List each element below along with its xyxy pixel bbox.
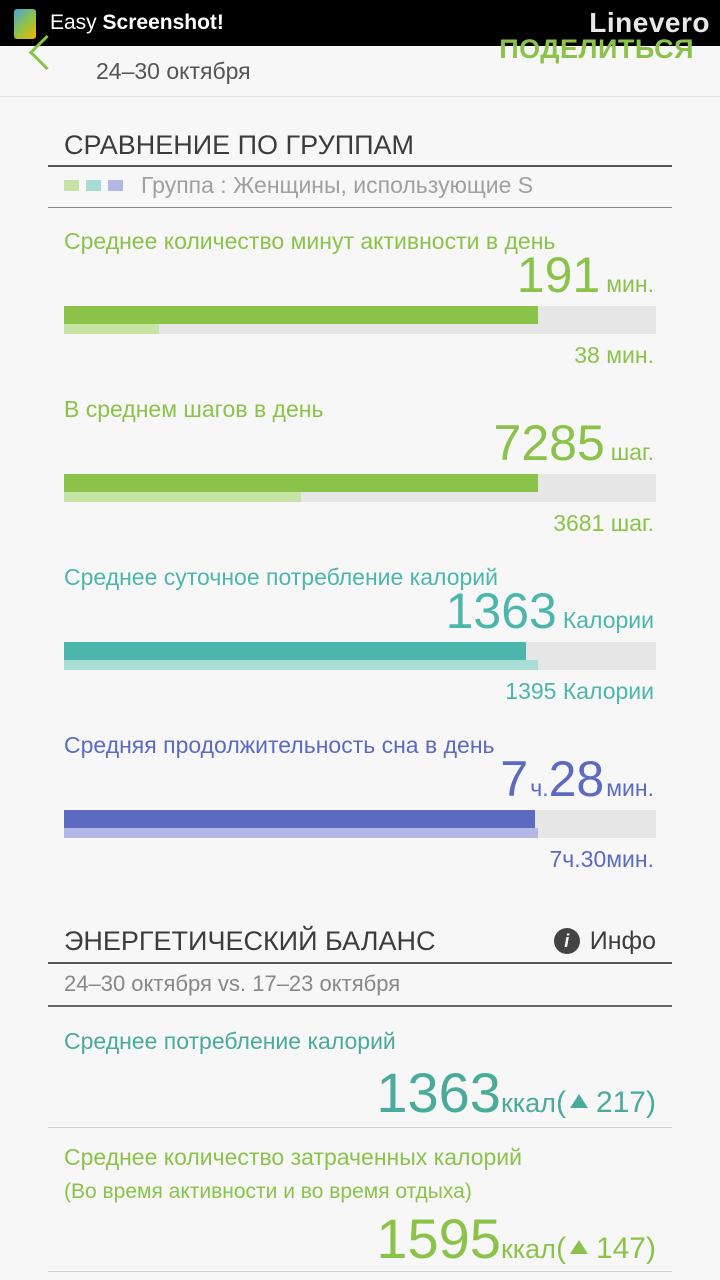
legend-divider: [48, 207, 672, 208]
group-average-value: 38 мин.: [574, 342, 654, 368]
item-divider: [48, 1127, 672, 1128]
increase-triangle-icon: [569, 1094, 588, 1108]
group-bar: [64, 492, 301, 502]
metric-label: Средняя продолжительность сна в день: [64, 732, 495, 758]
user-bar: [64, 306, 538, 324]
info-icon: i: [553, 928, 580, 954]
item-divider: [48, 1271, 672, 1272]
metric-label: В среднем шагов в день: [64, 396, 324, 422]
legend-swatch-sleep: [108, 180, 123, 191]
energy-value: 1595ккал(147): [376, 1207, 656, 1270]
comparison-bar: [64, 642, 656, 670]
user-bar: [64, 810, 535, 828]
group-bar: [64, 660, 538, 670]
increase-triangle-icon: [569, 1240, 588, 1254]
section-divider: [48, 165, 672, 167]
metric-value: 7285 шаг.: [493, 415, 654, 471]
metric-value: 1363 Калории: [445, 583, 654, 639]
group-bar: [64, 324, 159, 334]
comparison-bar: [64, 810, 656, 838]
energy-label: Среднее потребление калорий: [64, 1028, 396, 1054]
status-bar: Easy Screenshot! Linevero: [0, 0, 720, 46]
group-average-value: 1395 Калории: [505, 678, 654, 704]
metric-label: Среднее суточное потребление калорий: [64, 564, 499, 590]
group-legend: Группа : Женщины, использующие S: [64, 172, 674, 202]
metric-value: 7ч.28мин.: [500, 751, 654, 807]
header-date-range: 24–30 октября: [96, 58, 251, 84]
brand-logo: Linevero: [589, 7, 710, 38]
comparison-date-range: 24–30 октября vs. 17–23 октября: [64, 971, 401, 996]
legend-swatch-calories: [86, 180, 101, 191]
legend-text: Группа : Женщины, использующие S: [141, 172, 534, 198]
metric-value: 191 мин.: [516, 247, 654, 303]
energy-label: Среднее количество затраченных калорий: [64, 1144, 522, 1170]
info-button[interactable]: i Инфо: [553, 927, 656, 956]
comparison-bar: [64, 306, 656, 334]
group-bar: [64, 828, 538, 838]
energy-sublabel: (Во время активности и во время отдыха): [64, 1180, 472, 1203]
group-average-value: 7ч.30мин.: [549, 846, 655, 872]
energy-balance-title: ЭНЕРГЕТИЧЕСКИЙ БАЛАНС: [64, 926, 436, 956]
group-average-value: 3681 шаг.: [553, 510, 654, 536]
app-name: Easy Screenshot!: [50, 11, 224, 34]
share-button[interactable]: ПОДЕЛИТЬСЯ: [499, 34, 694, 64]
info-label: Инфо: [589, 927, 656, 955]
user-bar: [64, 474, 538, 492]
energy-value: 1363ккал(217): [376, 1061, 656, 1124]
group-comparison-title: СРАВНЕНИЕ ПО ГРУППАМ: [64, 130, 415, 160]
user-bar: [64, 642, 526, 660]
section-divider: [48, 1005, 672, 1007]
app-icon: [14, 9, 36, 39]
legend-swatch-activity: [64, 180, 79, 191]
section-divider: [48, 962, 672, 964]
comparison-bar: [64, 474, 656, 502]
header: 24–30 октября ПОДЕЛИТЬСЯ: [0, 34, 720, 97]
metric-label: Среднее количество минут активности в де…: [64, 228, 556, 254]
